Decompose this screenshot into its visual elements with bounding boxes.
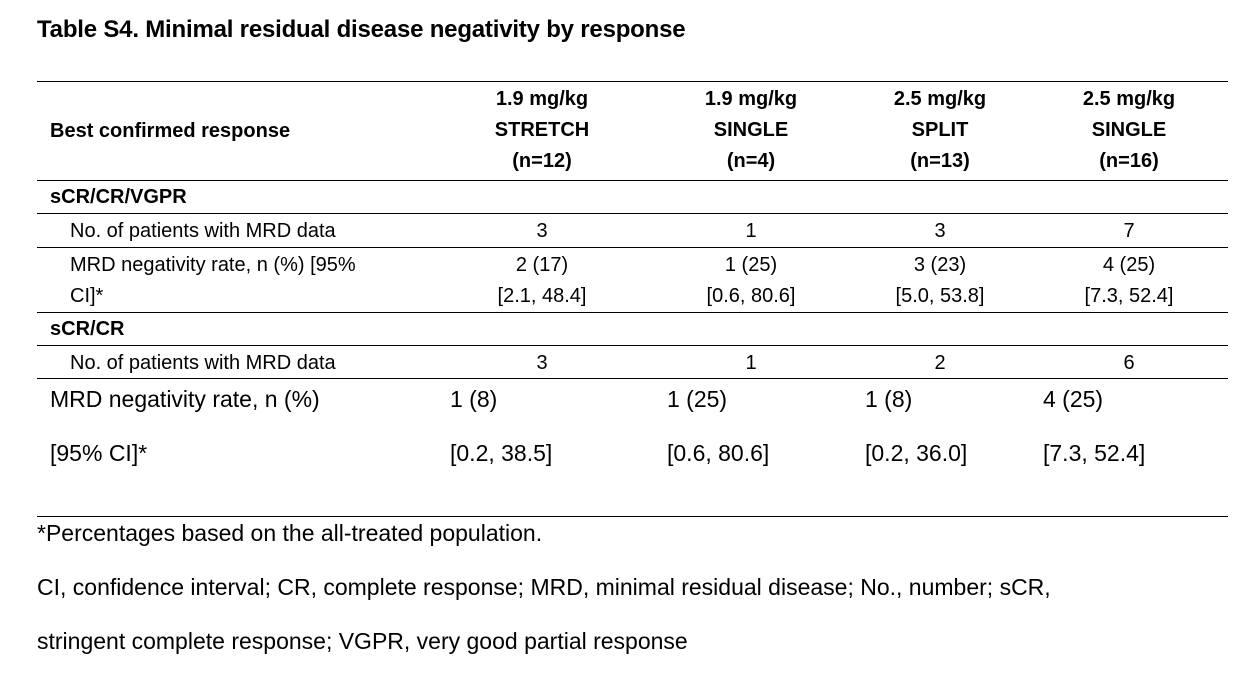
ci-cell: [0.2, 38.5] — [450, 440, 553, 466]
table-cell: 4 (25) — [1043, 386, 1104, 412]
abbreviations-footnote-continued: stringent complete response; VGPR, very … — [37, 628, 688, 654]
ci-cell: [0.6, 80.6] — [667, 440, 770, 466]
section-label: sCR/CR — [50, 318, 125, 340]
table-cell: 3 — [536, 352, 548, 374]
table-cell: 1 (25) — [724, 254, 778, 276]
table-cell: 1 (25) — [667, 386, 728, 412]
column-schedule: STRETCH — [494, 119, 590, 141]
ci-cell: [0.6, 80.6] — [706, 285, 796, 307]
column-header: 1.9 mg/kg SINGLE (n=4) — [651, 84, 851, 177]
section1-bottom-rule — [37, 312, 1228, 313]
ci-cell: [0.2, 36.0] — [865, 440, 968, 466]
column-dose: 2.5 mg/kg — [893, 88, 987, 110]
ci-cell: [5.0, 53.8] — [895, 285, 985, 307]
section-label: sCR/CR/VGPR — [50, 186, 187, 208]
row-label: No. of patients with MRD data — [70, 352, 336, 374]
header-row-label: Best confirmed response — [50, 120, 291, 142]
table-cell: 1 (8) — [865, 386, 913, 412]
table-cell: 3 (23) — [913, 254, 967, 276]
ci-cell: [2.1, 48.4] — [497, 285, 587, 307]
table-cell: 2 (17) — [515, 254, 569, 276]
column-n: (n=4) — [726, 150, 776, 172]
row-label: MRD negativity rate, n (%) [95% — [70, 254, 356, 276]
table-cell: 1 — [745, 220, 757, 242]
column-dose: 1.9 mg/kg — [704, 88, 798, 110]
table-cell: 7 — [1123, 220, 1135, 242]
row-label: [95% CI]* — [50, 440, 148, 466]
row-label: MRD negativity rate, n (%) — [50, 386, 320, 412]
column-schedule: SINGLE — [1091, 119, 1167, 141]
table-cell: 6 — [1123, 352, 1135, 374]
row-label-continued: CI]* — [70, 285, 104, 307]
column-n: (n=12) — [512, 150, 572, 172]
table-cell: 1 — [745, 352, 757, 374]
column-n: (n=13) — [910, 150, 970, 172]
column-header: 1.9 mg/kg STRETCH (n=12) — [442, 84, 642, 177]
row-rule — [37, 378, 1228, 379]
ci-cell: [7.3, 52.4] — [1043, 440, 1146, 466]
table-title: Table S4. Minimal residual disease negat… — [37, 16, 686, 43]
table-bottom-rule — [37, 516, 1228, 517]
column-dose: 1.9 mg/kg — [495, 88, 589, 110]
column-header: 2.5 mg/kg SINGLE (n=16) — [1029, 84, 1229, 177]
column-dose: 2.5 mg/kg — [1082, 88, 1176, 110]
table-cell: 1 (8) — [450, 386, 498, 412]
row-label: No. of patients with MRD data — [70, 220, 336, 242]
column-schedule: SINGLE — [713, 119, 789, 141]
table-cell: 3 — [536, 220, 548, 242]
row-rule — [37, 247, 1228, 248]
ci-cell: [7.3, 52.4] — [1084, 285, 1174, 307]
column-schedule: SPLIT — [911, 119, 969, 141]
column-header: 2.5 mg/kg SPLIT (n=13) — [840, 84, 1040, 177]
abbreviations-footnote: CI, confidence interval; CR, complete re… — [37, 574, 1051, 600]
section2-label-rule — [37, 345, 1228, 346]
footnote: *Percentages based on the all-treated po… — [37, 520, 543, 546]
table-cell: 2 — [934, 352, 946, 374]
table-cell: 4 (25) — [1102, 254, 1156, 276]
table-top-rule — [37, 81, 1228, 82]
header-bottom-rule — [37, 180, 1228, 181]
table-cell: 3 — [934, 220, 946, 242]
column-n: (n=16) — [1099, 150, 1159, 172]
section1-label-rule — [37, 213, 1228, 214]
